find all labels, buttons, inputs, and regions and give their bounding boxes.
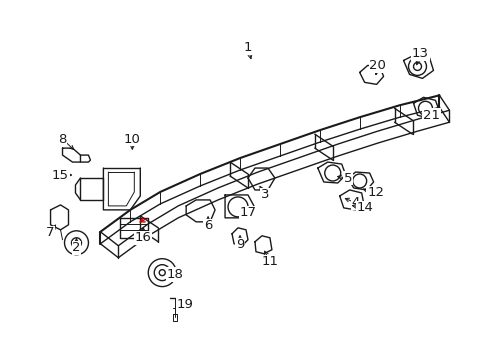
Text: 17: 17: [239, 206, 256, 219]
Text: 7: 7: [46, 226, 55, 239]
Text: 11: 11: [261, 255, 278, 268]
Text: 19: 19: [176, 298, 193, 311]
Circle shape: [148, 259, 176, 287]
Text: 8: 8: [58, 132, 66, 146]
Circle shape: [352, 174, 366, 188]
Text: 12: 12: [366, 186, 384, 199]
Circle shape: [64, 231, 88, 255]
Circle shape: [418, 101, 431, 115]
Text: 16: 16: [135, 231, 151, 244]
Text: 1: 1: [243, 41, 252, 54]
Circle shape: [154, 265, 170, 280]
Text: 18: 18: [166, 268, 183, 281]
Text: 9: 9: [235, 238, 244, 251]
Text: 20: 20: [368, 59, 385, 72]
Text: 14: 14: [355, 201, 372, 215]
Text: 21: 21: [422, 109, 439, 122]
Circle shape: [324, 165, 340, 181]
Circle shape: [227, 197, 247, 217]
Text: 4: 4: [351, 197, 359, 210]
Circle shape: [413, 62, 421, 71]
Circle shape: [159, 270, 165, 276]
Text: 13: 13: [411, 47, 428, 60]
Text: 5: 5: [343, 171, 351, 185]
Circle shape: [71, 238, 81, 248]
Text: 10: 10: [123, 132, 141, 146]
Text: 3: 3: [260, 188, 268, 202]
Text: 15: 15: [52, 168, 69, 181]
Text: 6: 6: [203, 219, 212, 232]
Circle shape: [407, 58, 426, 75]
Text: 2: 2: [72, 241, 81, 254]
